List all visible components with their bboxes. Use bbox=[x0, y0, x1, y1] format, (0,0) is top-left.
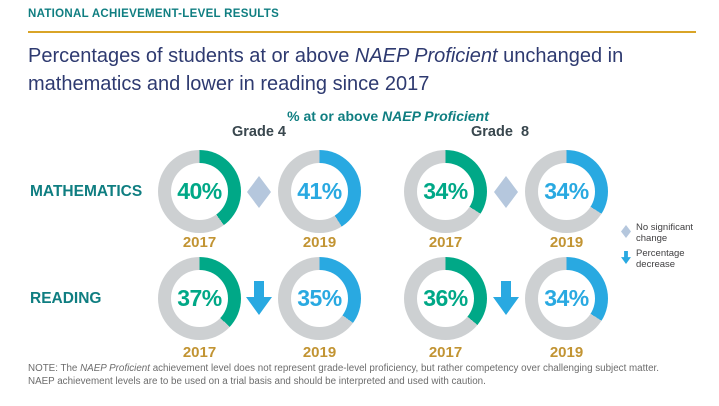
donut-reading-grade8-2017: 36% bbox=[404, 257, 487, 340]
legend-item-percentage-decrease: Percentage decrease bbox=[620, 248, 716, 270]
year-label: 2019 bbox=[302, 344, 337, 361]
legend-label: Percentage decrease bbox=[636, 248, 685, 270]
donut-hole: 34% bbox=[417, 163, 474, 220]
footnote: NOTE: The NAEP Proficient achievement le… bbox=[28, 362, 716, 388]
row-label-reading: READING bbox=[30, 290, 102, 307]
donut-value: 34% bbox=[544, 178, 589, 204]
year-label: 2019 bbox=[302, 234, 337, 251]
donut-hole: 34% bbox=[538, 270, 595, 327]
diamond-icon bbox=[620, 223, 632, 244]
subtitle-prefix: % at or above bbox=[287, 108, 383, 124]
title-prefix: Percentages of students at or above bbox=[28, 45, 355, 67]
donut-mathematics-grade8-2017: 34% bbox=[404, 150, 487, 233]
donut-hole: 34% bbox=[538, 163, 595, 220]
year-label: 2017 bbox=[182, 344, 217, 361]
donut-value: 35% bbox=[297, 285, 342, 311]
legend-label: No significant change bbox=[636, 222, 694, 244]
year-label: 2019 bbox=[549, 234, 584, 251]
donut-hole: 36% bbox=[417, 270, 474, 327]
legend-item-no-significant-change: No significant change bbox=[620, 222, 716, 244]
no-significant-change-diamond-icon bbox=[247, 176, 271, 208]
section-kicker: NATIONAL ACHIEVEMENT-LEVEL RESULTS bbox=[28, 8, 280, 20]
donut-mathematics-grade4-2017: 40% bbox=[158, 150, 241, 233]
donut-reading-grade8-2019: 34% bbox=[525, 257, 608, 340]
percentage-decrease-arrow-icon bbox=[493, 281, 519, 315]
donut-value: 34% bbox=[544, 285, 589, 311]
donut-hole: 40% bbox=[171, 163, 228, 220]
donut-mathematics-grade4-2019: 41% bbox=[278, 150, 361, 233]
donut-value: 41% bbox=[297, 178, 342, 204]
grade-8-label: Grade 8 bbox=[470, 124, 530, 140]
subtitle-italic: NAEP Proficient bbox=[382, 108, 489, 124]
donut-hole: 35% bbox=[291, 270, 348, 327]
title-suffix: unchanged in bbox=[497, 45, 624, 67]
donut-hole: 37% bbox=[171, 270, 228, 327]
year-label: 2019 bbox=[549, 344, 584, 361]
year-label: 2017 bbox=[428, 234, 463, 251]
page-title: Percentages of students at or above NAEP… bbox=[28, 42, 688, 98]
chart-subtitle: % at or above NAEP Proficient bbox=[238, 108, 538, 124]
year-label: 2017 bbox=[182, 234, 217, 251]
note-line2: NAEP achievement levels are to be used o… bbox=[28, 376, 486, 387]
donut-reading-grade4-2019: 35% bbox=[278, 257, 361, 340]
title-line2: mathematics and lower in reading since 2… bbox=[28, 73, 430, 95]
title-italic: NAEP Proficient bbox=[354, 45, 498, 67]
donut-value: 34% bbox=[423, 178, 468, 204]
note-line1: NOTE: The NAEP Proficient achievement le… bbox=[28, 363, 659, 374]
donut-reading-grade4-2017: 37% bbox=[158, 257, 241, 340]
donut-mathematics-grade8-2019: 34% bbox=[525, 150, 608, 233]
down-arrow-icon bbox=[620, 249, 632, 270]
legend: No significant change Percentage decrease bbox=[620, 222, 716, 270]
grade-4-label: Grade 4 bbox=[232, 124, 286, 140]
donut-hole: 41% bbox=[291, 163, 348, 220]
year-label: 2017 bbox=[428, 344, 463, 361]
percentage-decrease-arrow-icon bbox=[246, 281, 272, 315]
no-significant-change-diamond-icon bbox=[494, 176, 518, 208]
donut-value: 40% bbox=[177, 178, 222, 204]
donut-value: 37% bbox=[177, 285, 222, 311]
gold-divider-rule bbox=[28, 31, 696, 33]
donut-value: 36% bbox=[423, 285, 468, 311]
row-label-mathematics: MATHEMATICS bbox=[30, 183, 143, 200]
